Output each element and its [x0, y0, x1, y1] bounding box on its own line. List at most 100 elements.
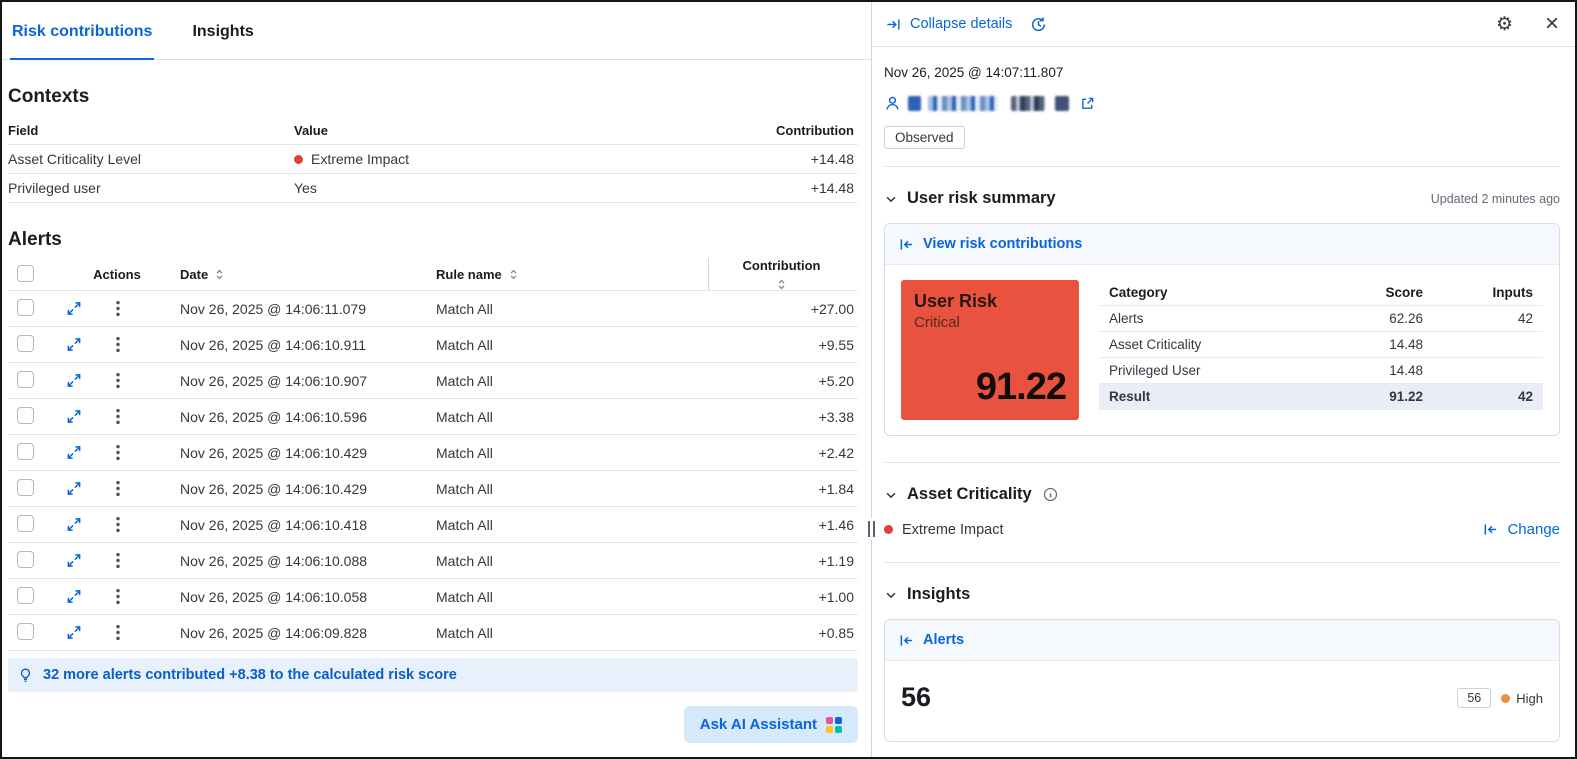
insights-alerts-card-header: Alerts	[885, 620, 1559, 661]
col-contribution-sort[interactable]: Contribution	[708, 258, 858, 291]
kebab-menu-icon[interactable]	[114, 408, 122, 425]
chevron-down-icon	[886, 196, 896, 202]
alerts-title: Alerts	[8, 229, 62, 250]
col-category: Category	[1109, 285, 1168, 300]
row-checkbox[interactable]	[17, 406, 34, 424]
row-checkbox[interactable]	[17, 442, 34, 460]
redacted-entity-name	[1011, 96, 1045, 111]
context-value: Yes	[294, 180, 708, 196]
lightbulb-icon	[20, 668, 31, 682]
alert-date: Nov 26, 2025 @ 14:06:09.828	[180, 624, 368, 641]
row-checkbox[interactable]	[17, 478, 34, 496]
expand-icon[interactable]	[66, 409, 82, 424]
ask-ai-assistant-button[interactable]: Ask AI Assistant	[683, 706, 858, 743]
col-contribution-label: Contribution	[742, 258, 821, 273]
severity-health: High	[1501, 691, 1543, 706]
row-checkbox[interactable]	[17, 586, 34, 604]
event-timestamp: Nov 26, 2025 @ 14:07:11.807	[884, 65, 1064, 80]
tab-risk-contributions[interactable]: Risk contributions	[10, 2, 155, 60]
kebab-menu-icon[interactable]	[114, 300, 122, 317]
kebab-menu-icon[interactable]	[114, 372, 122, 389]
updated-timestamp: Updated 2 minutes ago	[1430, 191, 1560, 206]
details-header: Collapse details ⚙ ×	[872, 2, 1575, 47]
alert-contribution: +2.42	[818, 444, 854, 461]
kebab-menu-icon[interactable]	[114, 336, 122, 353]
expand-icon[interactable]	[66, 517, 82, 532]
expand-icon[interactable]	[66, 373, 82, 388]
insights-accordion[interactable]: Insights	[884, 585, 1560, 604]
criticality-dot-icon	[884, 525, 893, 534]
asset-criticality-accordion[interactable]: Asset Criticality	[884, 485, 1560, 504]
gear-icon[interactable]: ⚙	[1495, 13, 1513, 35]
alert-contribution: +1.00	[818, 588, 854, 605]
col-rule-sort[interactable]: Rule name	[436, 267, 708, 282]
context-field: Asset Criticality Level	[8, 151, 142, 167]
select-all-checkbox[interactable]	[17, 264, 34, 282]
alert-date: Nov 26, 2025 @ 14:06:10.418	[180, 516, 368, 533]
context-value: Extreme Impact	[294, 151, 708, 167]
alert-date: Nov 26, 2025 @ 14:06:10.907	[180, 372, 368, 389]
expand-icon[interactable]	[66, 553, 82, 568]
entity-details-panel: Collapse details ⚙ × Nov 26, 2025 @ 14:0…	[871, 2, 1575, 757]
expand-icon[interactable]	[66, 589, 82, 604]
collapse-details-button[interactable]: Collapse details	[886, 16, 1012, 32]
risk-category: Asset Criticality	[1109, 337, 1202, 352]
row-checkbox[interactable]	[17, 514, 34, 532]
expand-icon[interactable]	[66, 625, 82, 640]
col-date-sort[interactable]: Date	[180, 267, 436, 282]
risk-table-row: Privileged User 14.48	[1099, 358, 1543, 384]
history-icon[interactable]	[1030, 16, 1047, 33]
alerts-link[interactable]: Alerts	[899, 632, 964, 648]
expand-icon[interactable]	[66, 301, 82, 316]
arrow-start-icon	[900, 238, 913, 250]
observed-badge: Observed	[884, 126, 965, 149]
info-icon[interactable]	[1043, 487, 1058, 502]
tab-insights[interactable]: Insights	[192, 23, 254, 40]
user-risk-summary-accordion[interactable]: User risk summary Updated 2 minutes ago	[884, 189, 1560, 208]
left-panel-footer: Ask AI Assistant	[8, 692, 858, 757]
arrow-start-icon	[1485, 524, 1497, 535]
risk-table-result-row: Result 91.22 42	[1099, 384, 1543, 410]
sort-icon	[216, 269, 223, 280]
expand-icon[interactable]	[66, 337, 82, 352]
row-checkbox[interactable]	[17, 622, 34, 640]
risk-summary-card-body: User Risk Critical 91.22 Category Score …	[885, 265, 1559, 435]
close-icon[interactable]: ×	[1544, 10, 1559, 37]
kebab-menu-icon[interactable]	[114, 480, 122, 497]
context-row: Privileged user Yes +14.48	[8, 174, 858, 203]
kebab-menu-icon[interactable]	[114, 624, 122, 641]
view-risk-contributions-link[interactable]: View risk contributions	[899, 236, 1082, 252]
kebab-menu-icon[interactable]	[114, 516, 122, 533]
kebab-menu-icon[interactable]	[114, 588, 122, 605]
panel-resize-handle[interactable]	[864, 518, 878, 540]
expand-icon[interactable]	[66, 445, 82, 460]
alert-contribution: +0.85	[818, 624, 854, 641]
asset-criticality-title: Asset Criticality	[907, 485, 1032, 503]
alert-contribution: +1.19	[818, 552, 854, 569]
row-checkbox[interactable]	[17, 370, 34, 388]
insights-alerts-body: 56 56 High	[885, 661, 1559, 741]
external-link-icon[interactable]	[1080, 96, 1095, 111]
col-inputs: Inputs	[1492, 285, 1534, 300]
user-icon	[886, 96, 899, 110]
alert-date: Nov 26, 2025 @ 14:06:10.058	[180, 588, 368, 605]
risk-tile-title: User Risk	[914, 291, 998, 311]
change-criticality-link[interactable]: Change	[1483, 521, 1560, 538]
alert-row: Nov 26, 2025 @ 14:06:11.079 Match All +2…	[8, 291, 858, 327]
alerts-severity-badges: 56 High	[1457, 688, 1543, 708]
row-checkbox[interactable]	[17, 550, 34, 568]
details-body: Nov 26, 2025 @ 14:07:11.807 Observed Use…	[872, 47, 1575, 757]
row-checkbox[interactable]	[17, 298, 34, 316]
chevron-down-icon	[886, 592, 896, 598]
risk-inputs: 42	[1517, 389, 1533, 404]
kebab-menu-icon[interactable]	[114, 552, 122, 569]
expand-icon[interactable]	[66, 481, 82, 496]
kebab-menu-icon[interactable]	[114, 444, 122, 461]
alert-date: Nov 26, 2025 @ 14:06:10.596	[180, 408, 368, 425]
divider	[884, 462, 1560, 463]
contexts-table-header: Field Value Contribution	[8, 116, 858, 145]
alert-row: Nov 26, 2025 @ 14:06:10.907 Match All +5…	[8, 363, 858, 399]
row-checkbox[interactable]	[17, 334, 34, 352]
alert-rule: Match All	[436, 624, 493, 641]
